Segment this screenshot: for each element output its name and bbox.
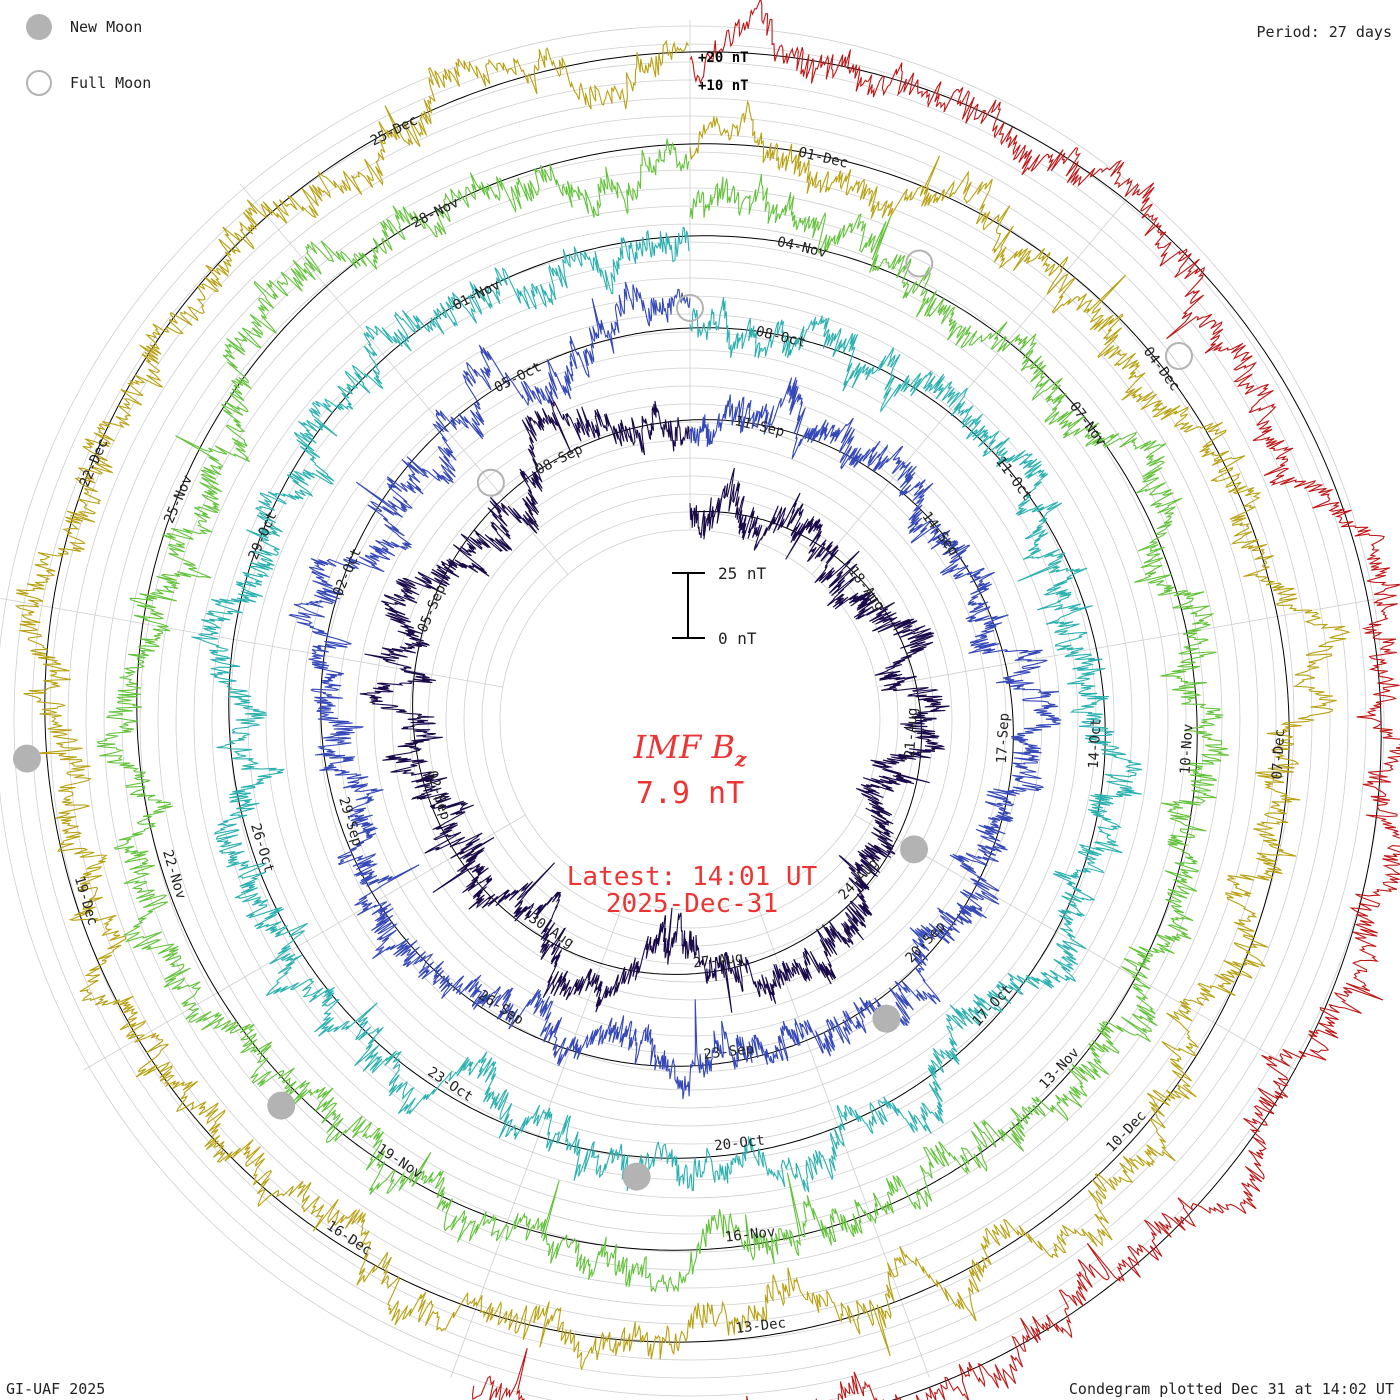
- date-tick-label: 05-Sep: [415, 582, 450, 635]
- grid-spoke: [0, 598, 503, 688]
- footer-plot-time: Condegram plotted Dec 31 at 14:02 UT: [1068, 1380, 1394, 1398]
- full-moon-marker: [905, 249, 934, 278]
- date-tick-label: 10-Nov: [1178, 723, 1197, 774]
- date-tick-label: 08-Oct: [754, 324, 807, 351]
- series-trace: [472, 0, 1400, 1400]
- latest-time: Latest: 14:01 UT: [567, 862, 818, 892]
- scale-bar-bottom-label: 0 nT: [718, 629, 757, 648]
- date-tick-label: 21-Aug: [902, 707, 921, 758]
- date-tick-label: 13-Dec: [735, 1315, 787, 1337]
- grid-spoke: [854, 814, 1297, 1071]
- grid-spoke: [239, 183, 569, 575]
- new-moon-marker: [267, 1091, 296, 1120]
- series-trace: [14, 39, 1351, 1371]
- period-label: Period: 27 days: [1256, 23, 1392, 41]
- grid-spoke: [877, 598, 1380, 688]
- full-moon-marker: [1164, 341, 1193, 370]
- new-moon-marker: [900, 835, 929, 864]
- series-trace: [359, 395, 950, 1013]
- new-moon-icon: [26, 14, 52, 40]
- radial-grid: [0, 20, 1385, 1400]
- spiral-baseline: [44, 51, 1382, 1400]
- legend-new-moon: New Moon: [26, 14, 142, 40]
- footer-credit: GI-UAF 2025: [6, 1380, 106, 1398]
- series-trace: [96, 138, 1230, 1293]
- moon-markers: [12, 249, 1193, 1191]
- date-tick-label: 16-Nov: [724, 1224, 776, 1246]
- ring-scale-label: +20 nT: [698, 50, 749, 66]
- series-trace: [288, 281, 1062, 1100]
- date-tick-label: 20-Oct: [713, 1133, 765, 1155]
- ring-scale-label: +10 nT: [698, 78, 749, 94]
- date-tick-label: 17-Oct: [970, 982, 1016, 1030]
- new-moon-marker: [12, 744, 41, 773]
- date-tick-label: 02-Oct: [330, 546, 365, 599]
- grid-circle: [499, 529, 881, 911]
- grid-spoke: [811, 183, 1141, 575]
- full-moon-label: Full Moon: [70, 74, 152, 92]
- date-tick-label: 23-Sep: [703, 1041, 755, 1063]
- chart-title: IMF Bz: [633, 728, 747, 771]
- date-tick-label: 14-Oct: [1086, 718, 1105, 769]
- new-moon-label: New Moon: [70, 18, 143, 36]
- new-moon-marker: [872, 1004, 901, 1033]
- date-tick-label: 07-Dec: [1269, 729, 1288, 780]
- series-trace: [191, 226, 1143, 1193]
- date-tick-label: 10-Dec: [1103, 1108, 1149, 1156]
- legend-full-moon: Full Moon: [26, 70, 151, 96]
- data-series: [14, 0, 1400, 1400]
- full-moon-marker: [676, 294, 704, 322]
- new-moon-marker: [622, 1162, 651, 1191]
- date-tick-label: 17-Sep: [994, 713, 1013, 764]
- date-tick-label: 22-Dec: [77, 437, 112, 490]
- full-moon-icon: [26, 70, 52, 96]
- full-moon-marker: [476, 468, 505, 497]
- scale-bar-top-label: 25 nT: [718, 564, 767, 583]
- date-tick-label: 27-Aug: [692, 950, 744, 972]
- current-value: 7.9 nT: [636, 776, 744, 811]
- scale-bar: 25 nT 0 nT: [672, 564, 767, 648]
- latest-date: 2025-Dec-31: [606, 889, 778, 919]
